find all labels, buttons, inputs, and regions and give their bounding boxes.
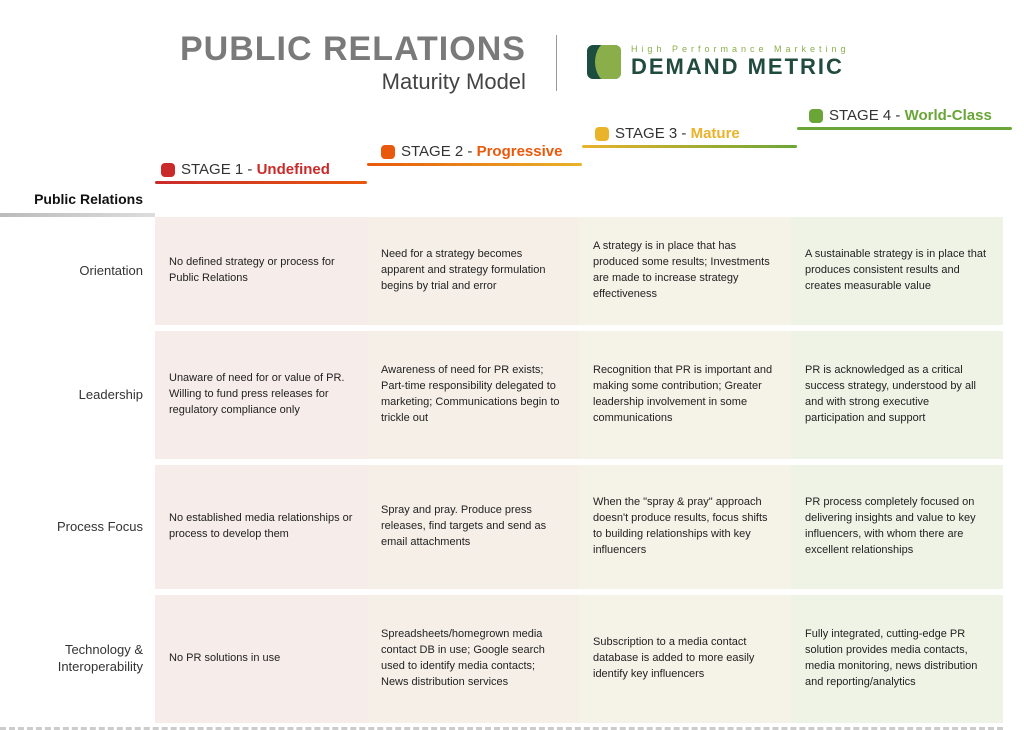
grid-cell: Spray and pray. Produce press releases, … (367, 465, 579, 589)
stage-underline (582, 145, 797, 148)
row-label: Leadership (0, 331, 155, 459)
stage-underline (155, 181, 367, 184)
stage-dot-icon (595, 127, 609, 141)
header-spacer (367, 185, 579, 217)
grid-cell: Need for a strategy becomes apparent and… (367, 217, 579, 325)
row-label: Technology & Interoperability (0, 595, 155, 723)
page-subtitle: Maturity Model (180, 69, 526, 95)
header-spacer (791, 185, 1003, 217)
grid-cell: Awareness of need for PR exists; Part-ti… (367, 331, 579, 459)
grid-cell: No established media relationships or pr… (155, 465, 367, 589)
stage-dot-icon (809, 109, 823, 123)
grid-cell: PR process completely focused on deliver… (791, 465, 1003, 589)
stage-label: STAGE 4 - World-Class (829, 107, 992, 124)
row-label: Process Focus (0, 465, 155, 589)
grid-cell: Subscription to a media contact database… (579, 595, 791, 723)
grid-cell: PR is acknowledged as a critical success… (791, 331, 1003, 459)
stage-label: STAGE 2 - Progressive (401, 143, 562, 160)
grid-cell: When the "spray & pray" approach doesn't… (579, 465, 791, 589)
logo: High Performance Marketing Demand Metric (587, 45, 850, 79)
header-divider (556, 35, 557, 91)
stage-underline (797, 127, 1012, 130)
page-title: PUBLIC RELATIONS (180, 30, 526, 69)
stage-dot-icon (381, 145, 395, 159)
category-header: Public Relations (0, 185, 155, 217)
row-label: Orientation (0, 217, 155, 325)
grid-cell: Unaware of need for or value of PR. Will… (155, 331, 367, 459)
stage-underline (367, 163, 582, 166)
stage-header: STAGE 4 - World-Class (809, 107, 992, 124)
grid-cell: No defined strategy or process for Publi… (155, 217, 367, 325)
logo-icon (587, 45, 621, 79)
grid-cell: Fully integrated, cutting-edge PR soluti… (791, 595, 1003, 723)
grid-cell: A strategy is in place that has produced… (579, 217, 791, 325)
stage-label: STAGE 1 - Undefined (181, 161, 330, 178)
grid-cell: Recognition that PR is important and mak… (579, 331, 791, 459)
stage-headers: STAGE 1 - Undefined STAGE 2 - Progressive… (155, 115, 1024, 185)
stage-header: STAGE 2 - Progressive (381, 143, 562, 160)
title-block: PUBLIC RELATIONS Maturity Model (180, 30, 556, 95)
stage-header: STAGE 1 - Undefined (161, 161, 330, 178)
maturity-grid: Public Relations OrientationNo defined s… (0, 185, 1024, 730)
stage-dot-icon (161, 163, 175, 177)
stage-header: STAGE 3 - Mature (595, 125, 740, 142)
grid-cell: A sustainable strategy is in place that … (791, 217, 1003, 325)
stage-label: STAGE 3 - Mature (615, 125, 740, 142)
grid-cell: No PR solutions in use (155, 595, 367, 723)
header: PUBLIC RELATIONS Maturity Model High Per… (180, 0, 1024, 115)
grid-cell: Spreadsheets/homegrown media contact DB … (367, 595, 579, 723)
header-spacer (579, 185, 791, 217)
header-spacer (155, 185, 367, 217)
logo-name: Demand Metric (631, 55, 850, 79)
